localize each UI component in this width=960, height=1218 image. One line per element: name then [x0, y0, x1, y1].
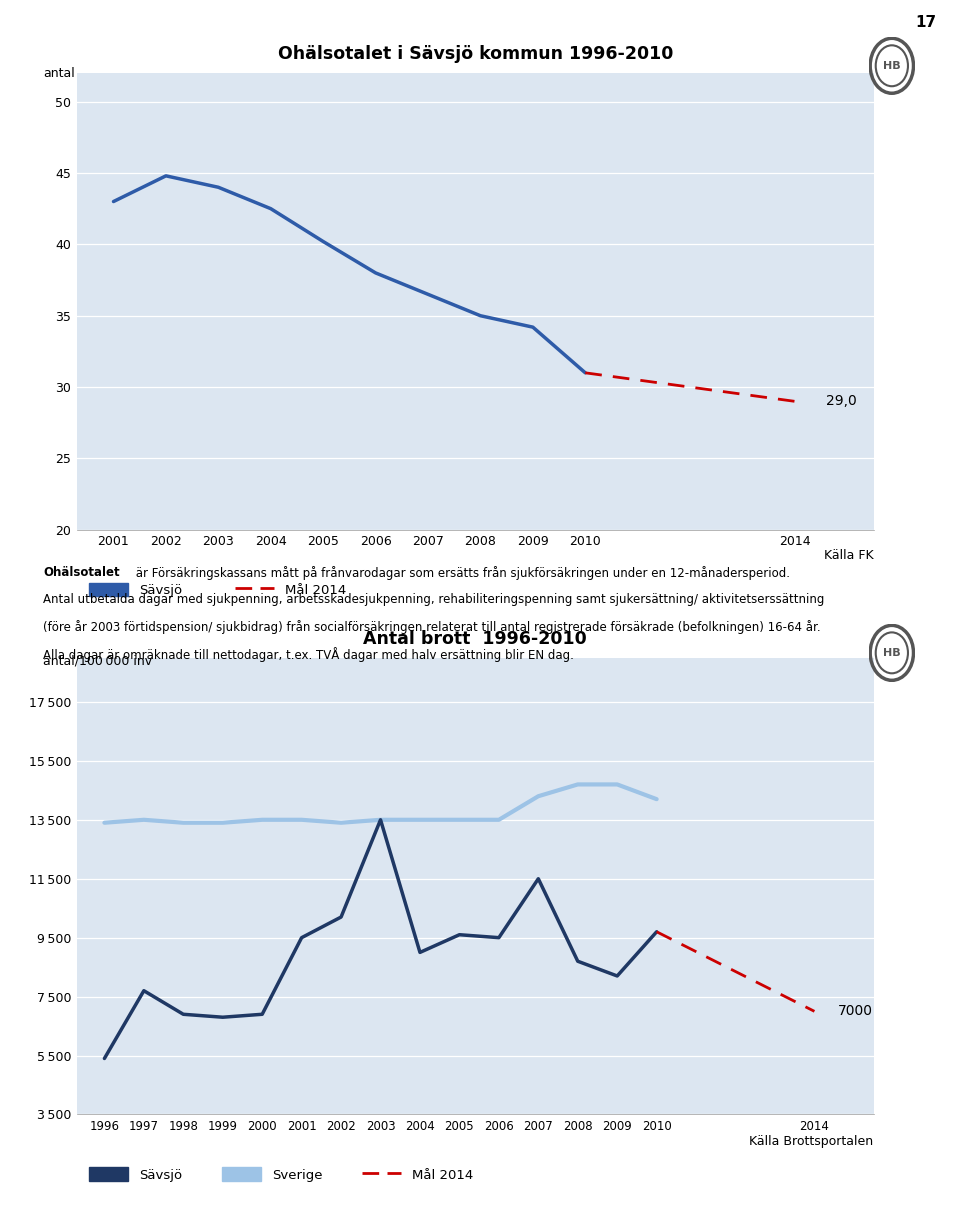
Text: Ohälsotalet: Ohälsotalet [43, 566, 120, 580]
Text: 29,0: 29,0 [827, 395, 857, 408]
Text: Alla dagar är omräknade till nettodagar, t.ex. TVÅ dagar med halv ersättning bli: Alla dagar är omräknade till nettodagar,… [43, 647, 574, 661]
Legend: Sävsjö, Sverige, Mål 2014: Sävsjö, Sverige, Mål 2014 [84, 1162, 478, 1188]
Text: Källa FK: Källa FK [824, 549, 874, 563]
Text: antal: antal [43, 67, 75, 80]
Legend: Sävsjö, Mål 2014: Sävsjö, Mål 2014 [84, 577, 351, 603]
Text: är Försäkringskassans mått på frånvarodagar som ersätts från sjukförsäkringen un: är Försäkringskassans mått på frånvaroda… [132, 566, 789, 580]
Text: HB: HB [883, 61, 900, 71]
Text: 7000: 7000 [838, 1005, 873, 1018]
Text: antal/100 000 inv: antal/100 000 inv [43, 654, 153, 667]
Text: 17: 17 [915, 15, 936, 29]
Text: Källa Brottsportalen: Källa Brottsportalen [750, 1135, 874, 1149]
Text: Antal utbetalda dagar med sjukpenning, arbetsskadesjukpenning, rehabiliteringspe: Antal utbetalda dagar med sjukpenning, a… [43, 593, 825, 607]
Title: Ohälsotalet i Sävsjö kommun 1996-2010: Ohälsotalet i Sävsjö kommun 1996-2010 [277, 45, 673, 63]
Text: HB: HB [883, 648, 900, 658]
Text: (före år 2003 förtidspension/ sjukbidrag) från socialförsäkringen relaterat till: (före år 2003 förtidspension/ sjukbidrag… [43, 620, 821, 633]
Title: Antal brott  1996-2010: Antal brott 1996-2010 [363, 630, 588, 648]
